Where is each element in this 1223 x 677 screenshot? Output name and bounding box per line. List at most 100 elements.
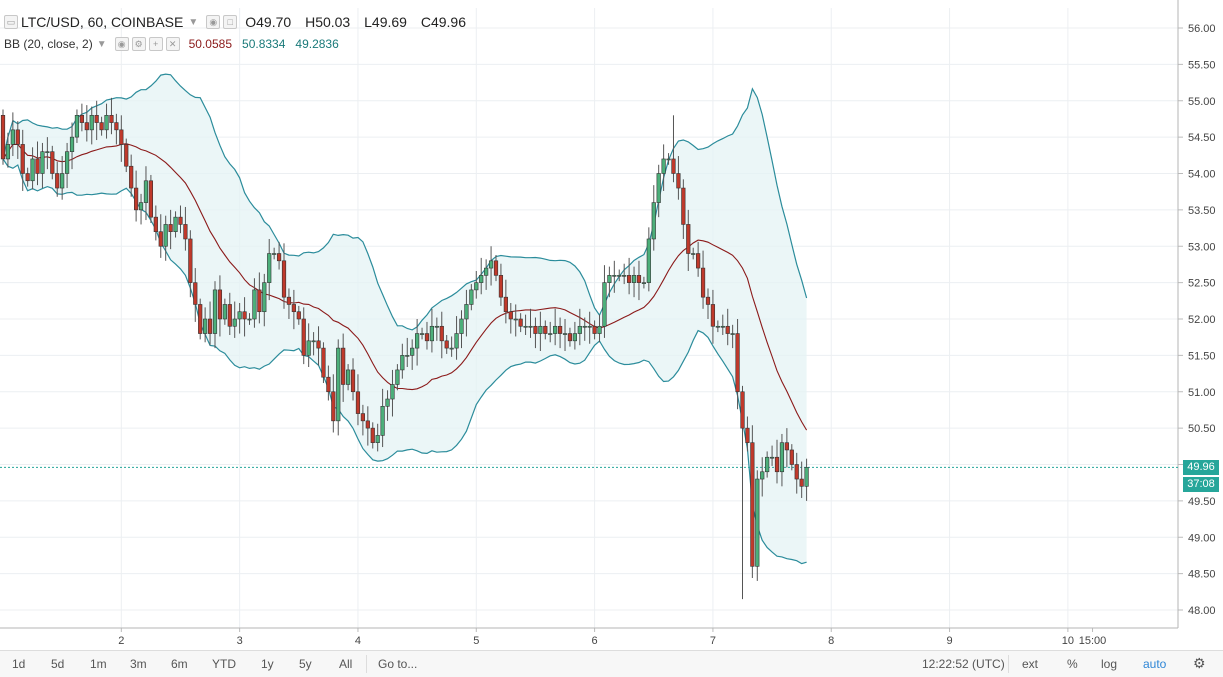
range-all[interactable]: All — [339, 657, 353, 671]
candle-body — [198, 304, 203, 334]
bottom-toolbar: 1d 5d 1m 3m 6m YTD 1y 5y All Go to... 12… — [0, 650, 1223, 677]
candle-body — [380, 405, 385, 436]
candle-body — [306, 340, 311, 356]
candle-body — [577, 325, 582, 334]
candle-body — [336, 347, 341, 422]
y-tick-label: 51.50 — [1188, 350, 1216, 362]
candle-body — [444, 340, 449, 349]
settings-icon[interactable]: ⚙ — [131, 37, 146, 51]
square-icon[interactable]: □ — [223, 15, 238, 29]
candle-body — [148, 180, 154, 218]
utc-clock[interactable]: 12:22:52 (UTC) — [922, 657, 1005, 671]
indicator-title[interactable]: BB (20, close, 2) — [4, 37, 93, 51]
candle-body — [94, 115, 99, 123]
gear-icon[interactable]: ⚙ — [1193, 655, 1206, 671]
candle-body — [691, 253, 696, 255]
percent-toggle[interactable]: % — [1067, 657, 1078, 671]
candle-body — [247, 318, 252, 321]
candle-body — [696, 253, 701, 269]
candle-body — [774, 456, 780, 473]
goto-button[interactable]: Go to... — [378, 657, 418, 671]
range-6m[interactable]: 6m — [171, 657, 188, 671]
candle-body — [745, 427, 750, 443]
bb-upper-value: 50.8334 — [242, 37, 286, 51]
candle-body — [400, 355, 405, 371]
candle-body — [572, 333, 577, 342]
candle-body — [129, 165, 134, 189]
log-toggle[interactable]: log — [1101, 657, 1118, 671]
price-chart[interactable]: 56.00 55.50 55.00 54.50 54.00 53.50 53.00 52.50… — [0, 0, 1223, 650]
y-tick-label: 48.50 — [1188, 569, 1216, 581]
candle-body — [597, 325, 602, 334]
symbol-title[interactable]: LTC/USD, 60, COINBASE — [21, 14, 184, 30]
candle-body — [286, 296, 292, 305]
bb-upper-line — [2, 73, 808, 331]
x-tick-label: 15:00 — [1079, 635, 1107, 647]
ext-toggle[interactable]: ext — [1022, 657, 1039, 671]
chevron-down-icon[interactable]: ▼ — [96, 38, 107, 50]
x-tick-label: 6 — [592, 635, 598, 647]
add-icon[interactable]: + — [148, 37, 163, 51]
candle-body — [656, 173, 661, 203]
range-5y[interactable]: 5y — [299, 657, 312, 671]
auto-toggle[interactable]: auto — [1143, 657, 1167, 671]
candle-body — [469, 289, 474, 305]
candle-body — [252, 289, 257, 320]
candle-body — [804, 467, 809, 487]
candle-body — [212, 289, 218, 334]
bb-basis-line — [2, 143, 808, 431]
candle-body — [646, 238, 651, 283]
x-tick-label: 8 — [828, 635, 834, 647]
candle-body — [350, 369, 356, 393]
candle-body — [434, 325, 439, 328]
range-3m[interactable]: 3m — [130, 657, 147, 671]
y-tick-label: 49.50 — [1188, 496, 1216, 508]
collapse-icon[interactable]: ▭ — [4, 15, 18, 29]
candle-body — [20, 144, 25, 174]
candle-body — [168, 224, 173, 233]
candle-body — [498, 275, 504, 298]
candle-body — [217, 289, 223, 320]
eye-icon[interactable]: ◉ — [114, 37, 129, 51]
candle-body — [607, 275, 612, 283]
candle-body — [760, 471, 765, 480]
candle-body — [25, 173, 30, 182]
candle-body — [321, 347, 326, 378]
eye-icon[interactable]: ◉ — [206, 15, 221, 29]
candle-body — [755, 478, 760, 567]
range-1m[interactable]: 1m — [90, 657, 107, 671]
candle-body — [799, 478, 804, 487]
candle-body — [705, 296, 711, 305]
candle-body — [375, 435, 380, 443]
candle-body — [15, 129, 20, 145]
candle-body — [291, 304, 296, 313]
toolbar-divider — [1008, 655, 1009, 673]
range-1y[interactable]: 1y — [261, 657, 274, 671]
candle-body — [725, 325, 730, 334]
chevron-down-icon[interactable]: ▼ — [188, 16, 199, 28]
candle-body — [326, 376, 331, 393]
candle-body — [267, 253, 272, 283]
candle-body — [193, 282, 198, 305]
candle-body — [237, 311, 242, 320]
range-5d[interactable]: 5d — [51, 657, 65, 671]
y-tick-label: 54.00 — [1188, 169, 1216, 181]
open-value: O49.70 — [245, 14, 292, 30]
candle-body — [700, 267, 706, 298]
candle-body — [636, 275, 642, 283]
candle-body — [419, 333, 425, 335]
candle-body — [158, 231, 163, 247]
candle-body — [10, 129, 15, 145]
range-1d[interactable]: 1d — [12, 657, 26, 671]
range-ytd[interactable]: YTD — [212, 657, 236, 671]
candle-body — [124, 144, 129, 167]
candle-body — [316, 340, 321, 349]
ohlc-values: O49.70 H50.03 L49.69 C49.96 — [245, 14, 476, 30]
close-icon[interactable]: ✕ — [165, 37, 180, 51]
candle-body — [789, 449, 794, 465]
candle-body — [281, 260, 287, 298]
candle-body — [671, 158, 676, 174]
candle-body — [345, 369, 351, 385]
y-tick-label: 55.00 — [1188, 96, 1216, 108]
bb-lower-value: 49.2836 — [295, 37, 339, 51]
